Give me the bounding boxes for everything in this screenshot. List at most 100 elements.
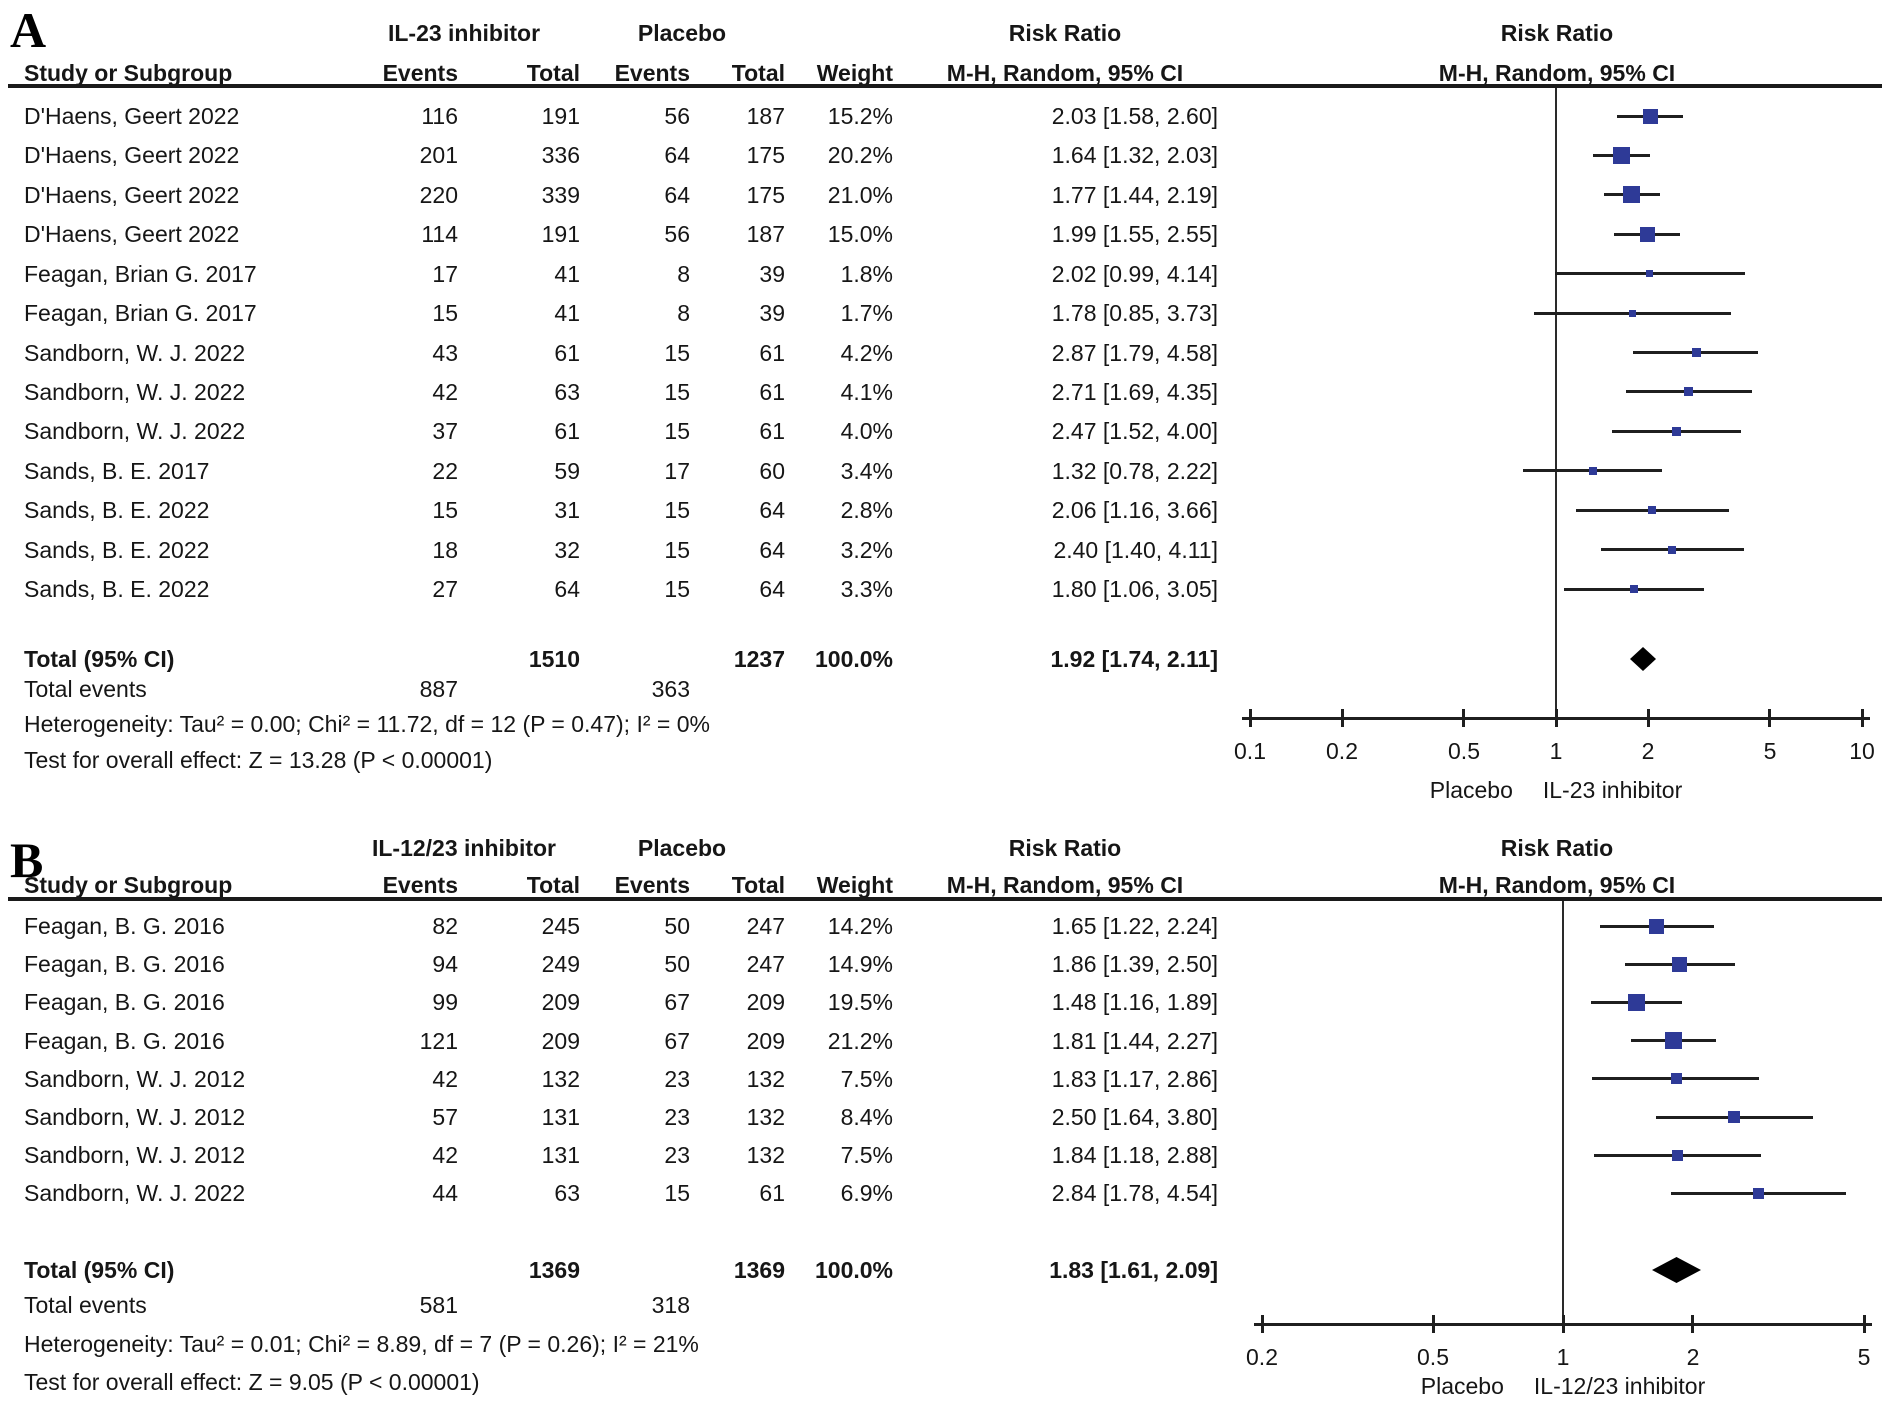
mh-text-column-header: M-H, Random, 95% CI bbox=[946, 60, 1184, 86]
total-control-n: 1369 bbox=[733, 1257, 785, 1283]
control-total: 39 bbox=[759, 261, 785, 287]
weight: 4.1% bbox=[840, 379, 893, 405]
weight: 20.2% bbox=[827, 142, 893, 168]
control-events: 15 bbox=[664, 497, 690, 523]
effect-square bbox=[1692, 348, 1701, 357]
control-total-header: Total bbox=[731, 872, 785, 898]
study-name: Feagan, Brian G. 2017 bbox=[24, 300, 257, 326]
no-effect-ref-line bbox=[1555, 88, 1557, 726]
treatment-total: 209 bbox=[541, 989, 580, 1015]
total-treatment-n: 1510 bbox=[528, 646, 580, 672]
effect-square bbox=[1649, 919, 1664, 934]
risk-ratio-ci-text: 1.84 [1.18, 2.88] bbox=[1051, 1142, 1218, 1168]
header-rule bbox=[8, 897, 1882, 901]
treatment-events: 82 bbox=[432, 913, 458, 939]
weight: 3.2% bbox=[840, 537, 893, 563]
study-name: Sandborn, W. J. 2012 bbox=[24, 1142, 246, 1168]
axis-tick bbox=[1768, 709, 1771, 727]
control-total: 132 bbox=[746, 1104, 785, 1130]
control-events: 64 bbox=[664, 142, 690, 168]
control-events: 17 bbox=[664, 458, 690, 484]
axis-tick bbox=[1341, 709, 1344, 727]
summary-diamond bbox=[1652, 1257, 1701, 1283]
treatment-total-header: Total bbox=[526, 60, 580, 86]
axis-tick bbox=[1647, 709, 1650, 727]
total-weight: 100.0% bbox=[814, 646, 893, 672]
axis-tick bbox=[1863, 1315, 1866, 1333]
treatment-group-header: IL-12/23 inhibitor bbox=[371, 835, 557, 861]
axis-tick bbox=[1462, 709, 1465, 727]
axis-tick bbox=[1555, 709, 1558, 727]
risk-ratio-plot-header: Risk Ratio bbox=[1500, 20, 1614, 46]
treatment-total-header: Total bbox=[526, 872, 580, 898]
weight: 14.9% bbox=[827, 951, 893, 977]
axis-tick-label: 1 bbox=[1549, 738, 1563, 764]
axis-right-label: IL-23 inhibitor bbox=[1542, 777, 1683, 803]
risk-ratio-ci-text: 2.47 [1.52, 4.00] bbox=[1051, 418, 1218, 444]
total-row-label: Total (95% CI) bbox=[24, 646, 175, 672]
treatment-events: 121 bbox=[419, 1028, 458, 1054]
effect-square bbox=[1629, 310, 1636, 317]
control-total: 61 bbox=[759, 340, 785, 366]
effect-square bbox=[1672, 427, 1681, 436]
treatment-events: 220 bbox=[419, 182, 458, 208]
total-treatment-n: 1369 bbox=[528, 1257, 580, 1283]
effect-square bbox=[1630, 585, 1638, 593]
risk-ratio-ci-text: 2.02 [0.99, 4.14] bbox=[1051, 261, 1218, 287]
total-events-treatment: 581 bbox=[419, 1292, 458, 1318]
control-events: 56 bbox=[664, 103, 690, 129]
axis-tick-label: 0.5 bbox=[1417, 1344, 1449, 1370]
treatment-total: 63 bbox=[554, 1180, 580, 1206]
overall-effect-line: Test for overall effect: Z = 13.28 (P < … bbox=[24, 747, 493, 773]
control-events: 67 bbox=[664, 989, 690, 1015]
control-events: 15 bbox=[664, 340, 690, 366]
heterogeneity-line: Heterogeneity: Tau² = 0.01; Chi² = 8.89,… bbox=[24, 1331, 699, 1357]
study-column-header: Study or Subgroup bbox=[24, 60, 233, 86]
risk-ratio-ci-text: 1.81 [1.44, 2.27] bbox=[1051, 1028, 1218, 1054]
weight: 4.0% bbox=[840, 418, 893, 444]
treatment-events: 99 bbox=[432, 989, 458, 1015]
control-events: 23 bbox=[664, 1104, 690, 1130]
study-name: Feagan, Brian G. 2017 bbox=[24, 261, 257, 287]
treatment-total: 245 bbox=[541, 913, 580, 939]
control-events: 8 bbox=[677, 300, 690, 326]
study-name: D'Haens, Geert 2022 bbox=[24, 103, 240, 129]
weight: 1.8% bbox=[840, 261, 893, 287]
treatment-events: 37 bbox=[432, 418, 458, 444]
weight: 15.2% bbox=[827, 103, 893, 129]
effect-square bbox=[1613, 147, 1630, 164]
total-events-label: Total events bbox=[24, 676, 147, 702]
effect-square bbox=[1672, 1150, 1683, 1161]
study-name: D'Haens, Geert 2022 bbox=[24, 142, 240, 168]
mh-plot-column-header: M-H, Random, 95% CI bbox=[1438, 60, 1676, 86]
total-control-n: 1237 bbox=[733, 646, 785, 672]
control-events: 15 bbox=[664, 379, 690, 405]
control-total: 39 bbox=[759, 300, 785, 326]
weight: 1.7% bbox=[840, 300, 893, 326]
treatment-events: 43 bbox=[432, 340, 458, 366]
treatment-events-header: Events bbox=[382, 872, 458, 898]
control-events-header: Events bbox=[614, 60, 690, 86]
control-total: 209 bbox=[746, 989, 785, 1015]
study-name: Sands, B. E. 2022 bbox=[24, 497, 210, 523]
weight-column-header: Weight bbox=[816, 60, 893, 86]
control-events: 23 bbox=[664, 1066, 690, 1092]
treatment-total: 132 bbox=[541, 1066, 580, 1092]
control-total: 64 bbox=[759, 497, 785, 523]
treatment-events: 57 bbox=[432, 1104, 458, 1130]
risk-ratio-ci-text: 2.40 [1.40, 4.11] bbox=[1053, 537, 1218, 563]
risk-ratio-ci-text: 2.50 [1.64, 3.80] bbox=[1051, 1104, 1218, 1130]
treatment-total: 191 bbox=[541, 221, 580, 247]
control-total: 61 bbox=[759, 418, 785, 444]
control-total: 247 bbox=[746, 951, 785, 977]
effect-square bbox=[1684, 387, 1693, 396]
weight: 3.3% bbox=[840, 576, 893, 602]
axis-right-label: IL-12/23 inhibitor bbox=[1533, 1373, 1706, 1399]
risk-ratio-ci-text: 2.03 [1.58, 2.60] bbox=[1051, 103, 1218, 129]
treatment-events: 17 bbox=[432, 261, 458, 287]
axis-direction-labels: Placebo IL-12/23 inhibitor bbox=[1303, 1372, 1823, 1400]
control-total: 132 bbox=[746, 1142, 785, 1168]
total-events-label: Total events bbox=[24, 1292, 147, 1318]
control-group-header: Placebo bbox=[637, 20, 727, 46]
effect-square bbox=[1672, 957, 1687, 972]
